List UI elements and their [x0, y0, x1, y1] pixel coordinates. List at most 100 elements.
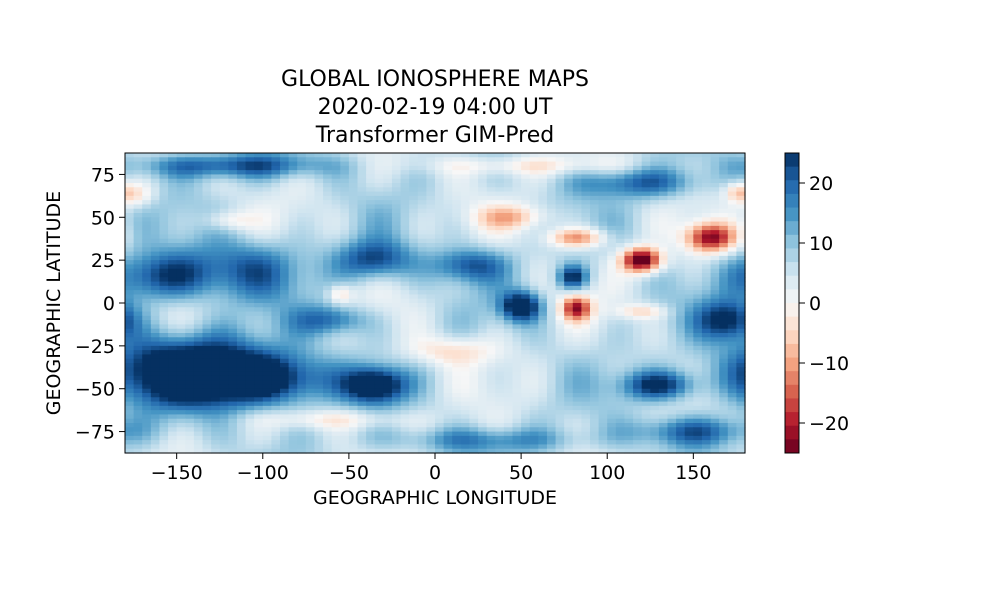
heatmap-cell: [572, 255, 582, 261]
heatmap-cell: [331, 367, 341, 373]
heatmap-cell: [417, 320, 427, 326]
heatmap-cell: [581, 397, 591, 403]
heatmap-cell: [650, 324, 660, 330]
heatmap-cell: [486, 423, 496, 428]
heatmap-cell: [435, 435, 445, 441]
heatmap-cell: [667, 213, 677, 218]
heatmap-cell: [598, 243, 608, 248]
heatmap-cell: [331, 273, 341, 278]
heatmap-cell: [529, 238, 539, 244]
heatmap-cell: [503, 375, 514, 381]
heatmap-cell: [323, 341, 333, 347]
heatmap-cell: [503, 423, 514, 428]
heatmap-cell: [624, 337, 634, 343]
heatmap-cell: [280, 260, 290, 266]
heatmap-cell: [607, 333, 617, 338]
heatmap-cell: [581, 345, 591, 351]
heatmap-cell: [469, 221, 479, 227]
heatmap-cell: [159, 397, 169, 403]
heatmap-cell: [676, 178, 686, 184]
heatmap-cell: [452, 341, 462, 347]
heatmap-cells: [125, 153, 746, 454]
heatmap-cell: [684, 285, 694, 291]
heatmap-cell: [305, 204, 316, 210]
heatmap-cell: [133, 423, 143, 428]
heatmap-cell: [357, 435, 367, 441]
heatmap-cell: [426, 333, 436, 338]
heatmap-cell: [615, 277, 626, 283]
heatmap-cell: [280, 311, 290, 317]
heatmap-cell: [150, 328, 161, 334]
heatmap-cell: [391, 213, 402, 218]
heatmap-cell: [185, 298, 195, 304]
heatmap-cell: [693, 204, 703, 210]
heatmap-cell: [529, 230, 539, 236]
heatmap-cell: [374, 204, 384, 210]
heatmap-cell: [710, 423, 720, 428]
heatmap-cell: [280, 290, 290, 296]
heatmap-cell: [391, 358, 402, 364]
heatmap-cell: [142, 315, 152, 321]
heatmap-cell: [521, 418, 531, 424]
heatmap-cell: [650, 384, 660, 390]
heatmap-cell: [409, 213, 419, 218]
heatmap-cell: [288, 358, 298, 364]
heatmap-cell: [288, 230, 298, 236]
heatmap-cell: [185, 324, 195, 330]
heatmap-cell: [624, 217, 634, 223]
heatmap-cell: [262, 170, 272, 176]
heatmap-cell: [598, 268, 608, 274]
heatmap-cell: [168, 448, 178, 454]
heatmap-cell: [357, 294, 367, 300]
heatmap-cell: [650, 328, 660, 334]
heatmap-cell: [219, 328, 229, 334]
heatmap-cell: [503, 431, 514, 437]
heatmap-cell: [710, 345, 720, 351]
heatmap-cell: [125, 350, 135, 356]
heatmap-cell: [176, 401, 186, 407]
heatmap-cell: [245, 337, 255, 343]
heatmap-cell: [512, 183, 522, 188]
heatmap-cell: [236, 217, 247, 223]
heatmap-cell: [572, 153, 582, 158]
heatmap-cell: [150, 410, 161, 416]
heatmap-cell: [176, 268, 186, 274]
heatmap-cell: [374, 320, 384, 326]
heatmap-cell: [676, 217, 686, 223]
heatmap-cell: [125, 243, 135, 248]
heatmap-cell: [701, 170, 712, 176]
heatmap-cell: [624, 225, 634, 231]
heatmap-cell: [185, 161, 195, 167]
heatmap-cell: [254, 427, 264, 433]
heatmap-cell: [624, 187, 634, 193]
heatmap-cell: [676, 315, 686, 321]
heatmap-cell: [297, 375, 307, 381]
heatmap-cell: [495, 375, 505, 381]
heatmap-cell: [125, 423, 135, 428]
heatmap-cell: [245, 363, 255, 368]
heatmap-cell: [443, 423, 453, 428]
heatmap-cell: [607, 423, 617, 428]
heatmap-cell: [460, 273, 471, 278]
heatmap-cell: [254, 350, 264, 356]
heatmap-cell: [314, 238, 324, 244]
heatmap-cell: [641, 187, 651, 193]
heatmap-cell: [262, 371, 272, 377]
heatmap-cell: [280, 213, 290, 218]
heatmap-cell: [529, 225, 539, 231]
heatmap-cell: [607, 225, 617, 231]
heatmap-cell: [150, 405, 161, 411]
heatmap-cell: [280, 367, 290, 373]
heatmap-cell: [512, 208, 522, 214]
heatmap-cell: [193, 238, 204, 244]
heatmap-cell: [650, 238, 660, 244]
heatmap-cell: [228, 268, 238, 274]
heatmap-cell: [159, 264, 169, 270]
heatmap-cell: [650, 397, 660, 403]
heatmap-cell: [245, 273, 255, 278]
heatmap-cell: [280, 178, 290, 184]
heatmap-cell: [590, 285, 600, 291]
heatmap-cell: [598, 290, 608, 296]
heatmap-cell: [529, 328, 539, 334]
heatmap-cell: [391, 260, 402, 266]
